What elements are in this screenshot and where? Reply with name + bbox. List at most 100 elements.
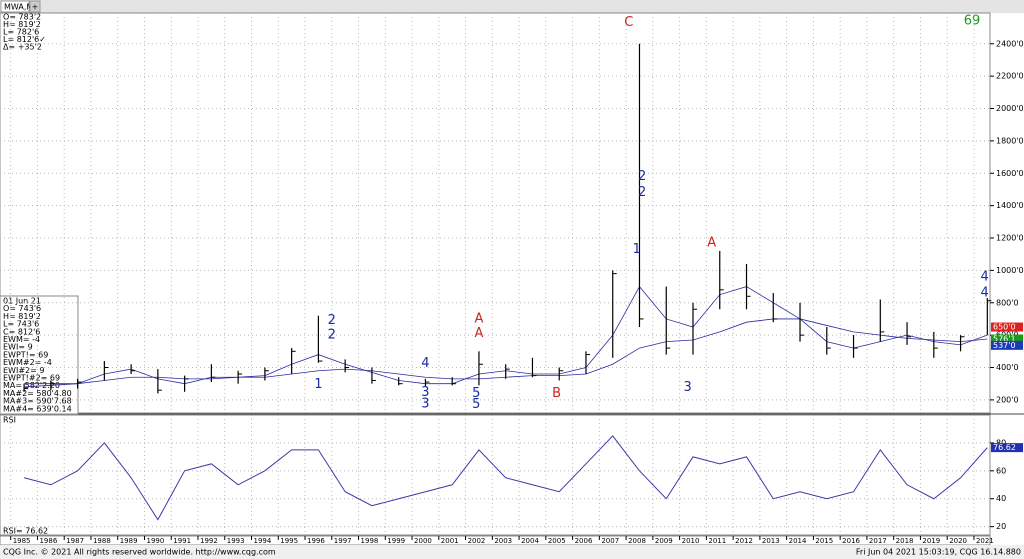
price-marker-label: 650'0 (993, 323, 1016, 332)
rsi-marker (991, 443, 1023, 453)
rsi-panel (0, 414, 991, 536)
x-tick-label: 1992 (200, 537, 218, 545)
x-tick-label: 2014 (789, 537, 807, 545)
y-tick-label: 80 (996, 438, 1006, 447)
quote-line: Δ= +35'2 (3, 43, 42, 52)
rsi-marker-label: 76.62 (993, 443, 1016, 452)
y-tick-label: 40 (996, 494, 1006, 503)
wave-label: 1 (633, 242, 641, 257)
wave-label: 4 (421, 356, 429, 371)
quote-line: H= 819'2 (3, 20, 41, 29)
study-line: EWM= -4 (3, 335, 40, 344)
x-tick-label: 1989 (120, 537, 138, 545)
x-tick-label: 2016 (842, 537, 860, 545)
y-tick-label: 1800'0 (996, 136, 1024, 145)
price-marker-label: 576'1 (993, 335, 1016, 344)
tab-label[interactable]: MWA,M (4, 3, 33, 12)
x-tick-label: 2001 (441, 537, 459, 545)
x-tick-label: 2017 (869, 537, 887, 545)
wave-label: 1 (314, 377, 322, 392)
study-box (0, 295, 79, 415)
study-line: L= 743'6 (3, 320, 39, 329)
footer-timestamp: Fri Jun 04 2021 15:03:19, CQG 16.14.880 (856, 548, 1021, 557)
wave-label: 5 (472, 397, 480, 412)
wave-label: 3 (421, 396, 429, 411)
x-tick-label: 1993 (227, 537, 245, 545)
x-tick-label: 2019 (922, 537, 940, 545)
y-tick-label: 20 (996, 522, 1006, 531)
x-tick-label: 2021 (976, 537, 994, 545)
wave-label: 2 (638, 185, 646, 200)
quote-line: O= 783'2 (3, 13, 41, 22)
wave-label: 4 (981, 269, 989, 284)
y-tick-label: 400'0 (996, 363, 1019, 372)
x-tick-label: 2008 (628, 537, 646, 545)
y-tick-label: 60 (996, 466, 1006, 475)
price-marker-label: 537'0 (993, 341, 1016, 350)
price-marker (991, 322, 1023, 332)
x-tick-label: 1997 (334, 537, 352, 545)
x-tick-label: 1999 (387, 537, 405, 545)
panel-title: RSI (3, 416, 16, 425)
study-line: MA#4= 639'0.14 (3, 404, 72, 413)
x-tick-label: 2002 (468, 537, 486, 545)
wave-label: A (474, 326, 483, 341)
study-line: EWPT!= 69 (3, 350, 48, 359)
rsi-line (23, 435, 988, 521)
tab-bar (0, 0, 1024, 13)
x-tick-label: 1990 (146, 537, 164, 545)
price-marker (991, 340, 1023, 350)
y-tick-label: 1200'0 (996, 234, 1024, 243)
x-tick-label: 2000 (414, 537, 432, 545)
tab[interactable] (0, 0, 30, 13)
x-tick-label: 1991 (173, 537, 191, 545)
study-line: MA= 582'2.20 (3, 381, 60, 390)
y-tick-label: 800'0 (996, 298, 1019, 307)
y-tick-label: 2000'0 (996, 104, 1024, 113)
y-tick-label: 2400'0 (996, 39, 1024, 48)
study-line: C= 812'6 (3, 327, 40, 336)
x-tick-label: 1988 (93, 537, 111, 545)
wave-label: 4 (981, 286, 989, 301)
x-tick-label: 2020 (949, 537, 967, 545)
x-tick-label: 2006 (575, 537, 593, 545)
x-tick-label: 1995 (280, 537, 298, 545)
x-tick-label: 2010 (682, 537, 700, 545)
study-line: EWPT!#2= 69 (3, 374, 60, 383)
wave-label: 2 (328, 328, 336, 343)
study-line: H= 819'2 (3, 312, 41, 321)
x-tick-label: 2012 (735, 537, 753, 545)
study-line: O= 743'6 (3, 304, 41, 313)
x-tick-label: 2011 (708, 537, 726, 545)
x-tick-label: 2005 (548, 537, 566, 545)
y-tick-label: 1600'0 (996, 169, 1024, 178)
study-line: EWI= 9 (3, 343, 33, 352)
x-tick-label: 1985 (13, 537, 31, 545)
x-tick-label: 1987 (66, 537, 84, 545)
x-tick-label: 2009 (655, 537, 673, 545)
status-bar (0, 545, 1024, 559)
rsi-value: RSI= 76.62 (3, 527, 48, 536)
wave-label: 2 (638, 169, 646, 184)
quote-line: L= 812'6✓ (3, 35, 46, 44)
footer-copyright: CQG Inc. © 2021 All rights reserved worl… (3, 548, 276, 557)
wave-label: 5 (472, 386, 480, 401)
wave-label: 3 (421, 385, 429, 400)
x-tick-label: 2013 (762, 537, 780, 545)
x-tick-label: 1998 (361, 537, 379, 545)
add-tab[interactable] (29, 0, 41, 13)
price-marker (991, 334, 1023, 344)
x-tick-label: 1996 (307, 537, 325, 545)
price-panel (0, 12, 991, 414)
wave-count: 69 (964, 14, 981, 29)
y-tick-label: 1400'0 (996, 201, 1024, 210)
add-tab-icon[interactable]: + (32, 3, 39, 12)
wave-label: A (707, 235, 716, 250)
quote-line: L= 782'6 (3, 28, 39, 37)
study-line: EWM#2= -4 (3, 358, 52, 367)
wave-label: C (624, 15, 633, 30)
x-tick-label: 1994 (254, 537, 272, 545)
y-tick-label: 200'0 (996, 395, 1019, 404)
study-line: 01 Jun 21 (3, 297, 41, 306)
